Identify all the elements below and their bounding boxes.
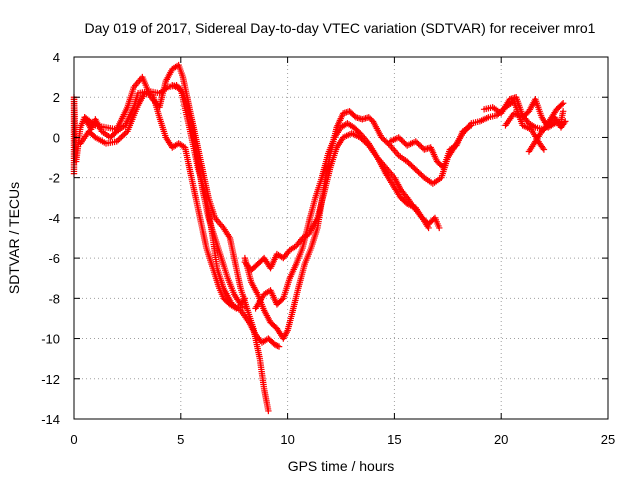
y-axis-label: SDTVAR / TECUs [6, 182, 22, 294]
data-point [271, 341, 278, 348]
y-tick-label: -8 [48, 291, 60, 306]
y-tick-label: -12 [41, 372, 60, 387]
y-tick-label: 2 [53, 90, 60, 105]
data-point [561, 119, 568, 127]
data-point [558, 101, 566, 108]
y-tick-label: -6 [48, 251, 60, 266]
grid-lines [74, 57, 608, 419]
data-point [275, 343, 283, 350]
plot-frame [73, 56, 609, 420]
data-point [559, 108, 567, 115]
x-tick-labels: 0 5 10 15 20 25 [70, 432, 615, 447]
data-point [559, 100, 567, 107]
data-point [265, 407, 272, 415]
data-point [278, 296, 286, 303]
data-point [90, 121, 98, 128]
data-point [113, 138, 120, 145]
data-points [70, 61, 569, 415]
data-point [116, 135, 123, 142]
y-tick-label: -10 [41, 332, 60, 347]
data-point [274, 342, 281, 350]
y-tick-label: -4 [48, 211, 60, 226]
x-tick-label: 20 [494, 432, 508, 447]
data-point [119, 132, 127, 139]
data-point [122, 129, 130, 137]
x-tick-label: 10 [280, 432, 294, 447]
data-point [468, 122, 475, 129]
x-tick-label: 25 [601, 432, 615, 447]
y-tick-label: -14 [41, 412, 60, 427]
x-axis-label: GPS time / hours [288, 458, 395, 474]
y-tick-label: 0 [53, 130, 60, 145]
y-tick-labels: -14 -12 -10 -8 -6 -4 -2 0 2 4 [41, 50, 60, 427]
data-point [121, 131, 128, 138]
chart-title: Day 019 of 2017, Sidereal Day-to-day VTE… [85, 20, 596, 36]
data-point [539, 144, 547, 152]
data-point [115, 136, 122, 144]
x-tick-label: 5 [177, 432, 184, 447]
data-point [273, 342, 280, 349]
data-point [562, 118, 569, 125]
data-point [436, 224, 443, 232]
x-tick-label: 15 [387, 432, 401, 447]
y-tick-label: -2 [48, 171, 60, 186]
data-point [425, 224, 432, 232]
data-point [118, 133, 125, 141]
x-tick-label: 0 [70, 432, 77, 447]
data-point [540, 146, 548, 153]
y-tick-label: 4 [53, 50, 60, 65]
